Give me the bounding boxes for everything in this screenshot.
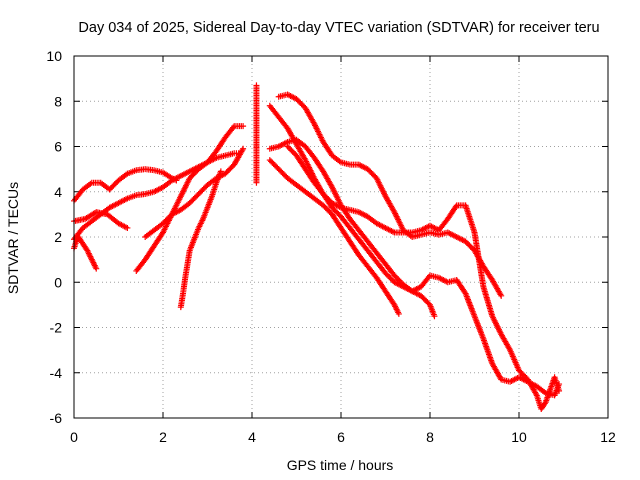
plot-frame xyxy=(73,55,609,419)
x-tick-label: 4 xyxy=(248,429,256,445)
data-point xyxy=(395,310,402,317)
data-point xyxy=(240,145,247,152)
axis-ticks: 0 2 4 6 8 10 12 -6 -4 -2 0 2 4 6 8 10 xyxy=(46,48,616,445)
y-tick-label: 8 xyxy=(54,93,62,109)
data-point xyxy=(124,224,131,231)
data-point xyxy=(217,168,224,175)
y-tick-label: -2 xyxy=(50,320,63,336)
x-tick-label: 2 xyxy=(159,429,167,445)
y-tick-label: 2 xyxy=(54,229,62,245)
y-tick-label: -4 xyxy=(50,365,63,381)
chart-title: Day 034 of 2025, Sidereal Day-to-day VTE… xyxy=(78,20,599,36)
grid-lines xyxy=(74,56,608,418)
data-points xyxy=(71,82,563,412)
y-axis-label: SDTVAR / TECUs xyxy=(5,182,21,294)
data-point xyxy=(498,292,505,299)
data-point xyxy=(253,82,260,89)
data-point xyxy=(93,265,100,272)
data-point xyxy=(431,313,438,320)
x-axis-label: GPS time / hours xyxy=(287,457,394,473)
x-tick-label: 8 xyxy=(426,429,434,445)
y-tick-label: -6 xyxy=(50,410,63,426)
x-tick-label: 12 xyxy=(600,429,616,445)
y-tick-label: 10 xyxy=(46,48,62,64)
x-tick-label: 6 xyxy=(337,429,345,445)
data-point xyxy=(240,123,247,130)
data-point xyxy=(452,203,459,210)
y-tick-label: 0 xyxy=(54,274,62,290)
x-tick-label: 10 xyxy=(511,429,527,445)
y-tick-label: 4 xyxy=(54,184,62,200)
x-tick-label: 0 xyxy=(70,429,78,445)
data-point xyxy=(556,387,563,394)
y-tick-label: 6 xyxy=(54,139,62,155)
